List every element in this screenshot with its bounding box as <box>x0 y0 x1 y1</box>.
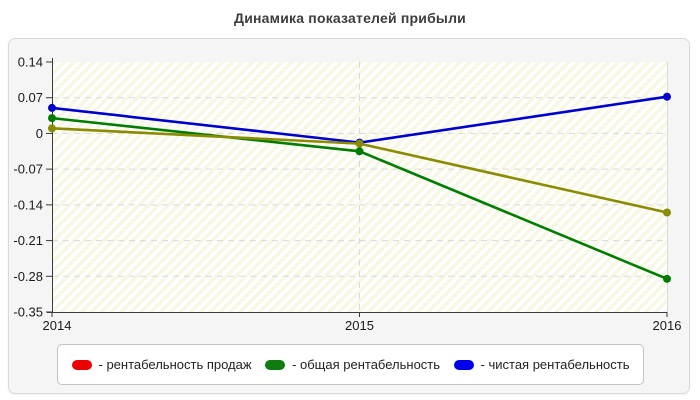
legend-swatch-green <box>265 359 286 370</box>
x-tick-label: 2015 <box>345 318 374 333</box>
legend-swatch-red <box>71 359 92 370</box>
series-общая-рентабельность <box>48 114 671 283</box>
legend-label: - чистая рентабельность <box>480 357 630 372</box>
chart-title: Динамика показателей прибыли <box>234 10 466 26</box>
legend-label: - рентабельность продаж <box>98 357 252 372</box>
y-tick-label: 0 <box>36 126 43 141</box>
y-tick-label: -0.07 <box>13 162 43 177</box>
legend-label: - общая рентабельность <box>292 357 441 372</box>
chart-legend: - рентабельность продаж - общая рентабел… <box>57 344 644 385</box>
y-tick-label: -0.21 <box>13 233 43 248</box>
data-point <box>48 124 56 133</box>
y-tick-label: -0.28 <box>13 269 43 284</box>
axes <box>47 58 668 313</box>
legend-item-sales-profitability: - рентабельность продаж <box>71 357 252 372</box>
data-point <box>48 114 56 123</box>
legend-item-net-profitability: - чистая рентабельность <box>453 357 630 372</box>
y-tick-label: 0.14 <box>18 55 43 70</box>
x-tick-label: 2016 <box>653 318 682 333</box>
data-point <box>355 139 364 148</box>
y-tick-label: -0.14 <box>13 197 43 212</box>
data-point <box>663 274 671 283</box>
data-point <box>663 92 671 101</box>
legend-item-total-profitability: - общая рентабельность <box>265 357 440 372</box>
y-tick-label: 0.07 <box>18 90 43 105</box>
y-tick-label: -0.35 <box>13 305 43 320</box>
data-point <box>48 103 56 112</box>
x-tick-label: 2014 <box>43 318 72 333</box>
data-point <box>663 208 671 217</box>
legend-swatch-blue <box>453 359 474 370</box>
data-point <box>355 147 364 156</box>
series-рентабельность-продаж <box>48 124 671 217</box>
